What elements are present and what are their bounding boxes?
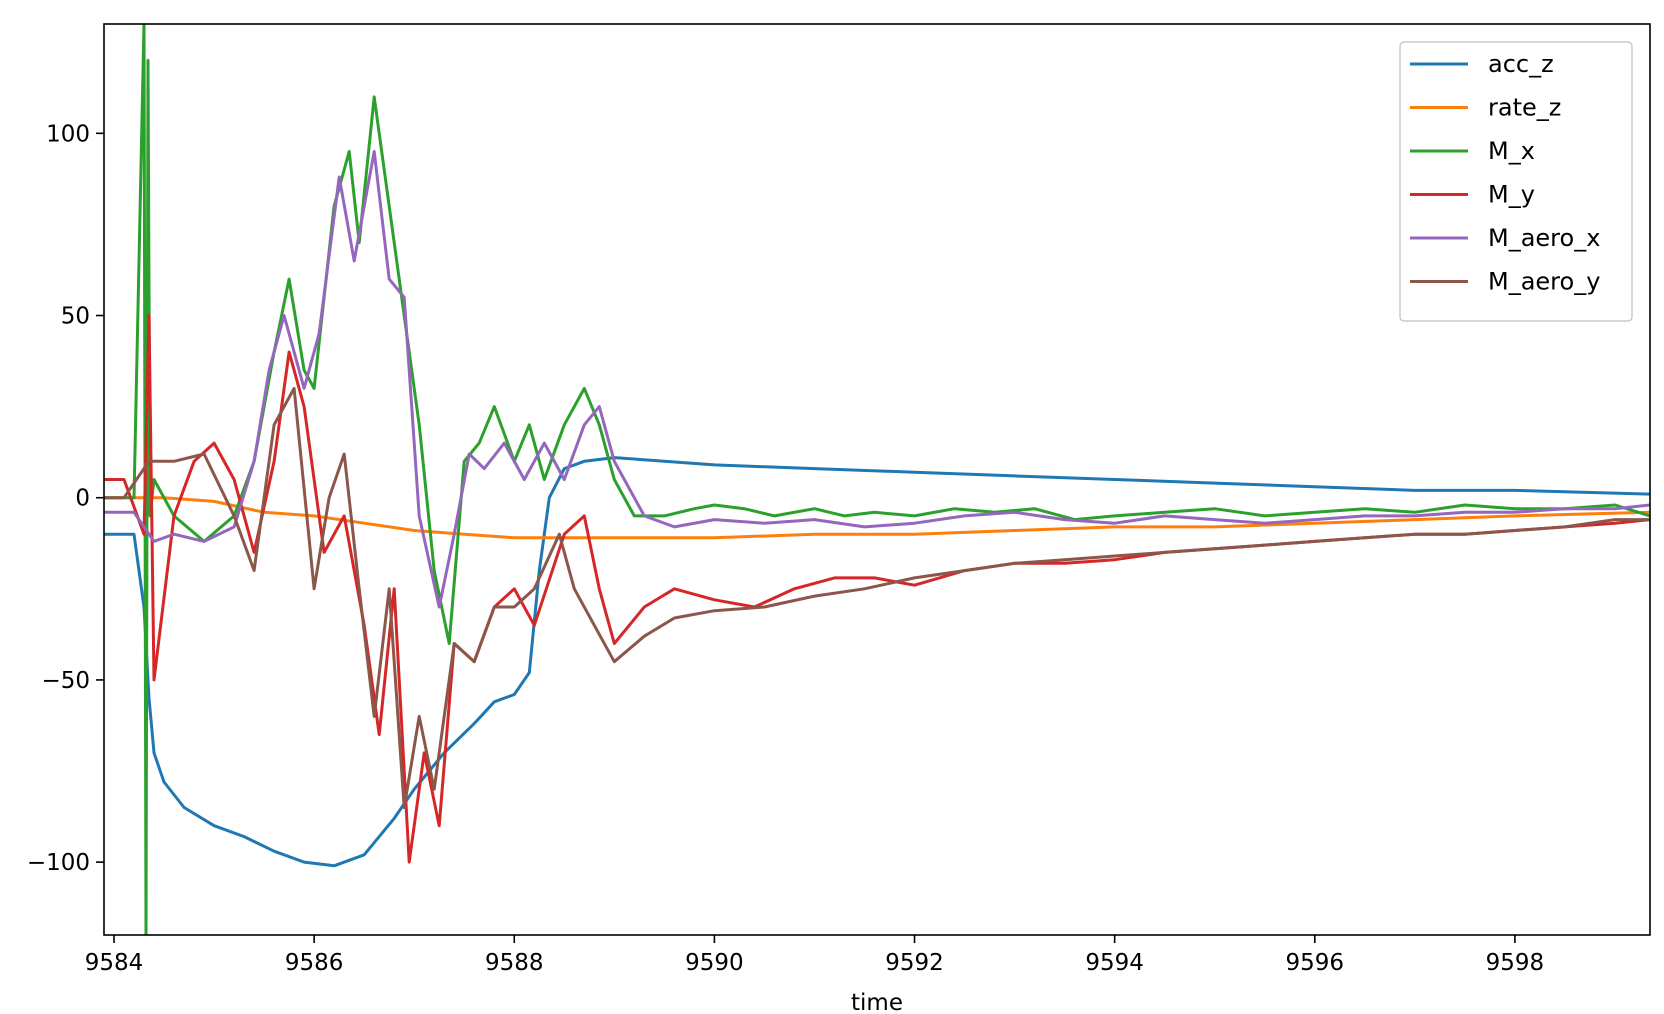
legend-label-M_x: M_x	[1488, 137, 1535, 165]
x-tick-label: 9584	[85, 950, 144, 976]
y-tick-label: −50	[41, 668, 90, 694]
series-line-M_aero_x	[104, 150, 1650, 609]
x-tick-label: 9596	[1286, 950, 1345, 976]
x-tick-label: 9598	[1486, 950, 1545, 976]
axis-ticks: 9584 9586 9588 9590 9592 9594 9596 9598 −100 −50 0…	[27, 121, 1544, 976]
series-line-acc_z	[104, 456, 1650, 868]
y-tick-label: 50	[61, 304, 90, 330]
x-tick-label: 9592	[885, 950, 944, 976]
legend-label-acc_z: acc_z	[1488, 50, 1554, 78]
series-line-M_aero_y	[104, 386, 1650, 809]
x-tick-label: 9590	[685, 950, 744, 976]
x-tick-label: 9588	[485, 950, 544, 976]
y-tick-label: 0	[75, 486, 90, 512]
y-tick-label: −100	[27, 850, 90, 876]
x-tick-label: 9594	[1085, 950, 1144, 976]
legend-box	[1399, 41, 1633, 322]
legend-label-rate_z: rate_z	[1488, 94, 1561, 122]
y-tick-label: 100	[46, 121, 90, 147]
legend: acc_z rate_z M_x M_y M_aero_x M_aero_y	[1399, 41, 1633, 322]
plot-frame	[103, 23, 1651, 936]
series-line-rate_z	[104, 496, 1650, 540]
legend-label-M_y: M_y	[1488, 181, 1535, 209]
x-axis-title: time	[851, 990, 903, 1014]
series-layer	[104, 24, 1650, 935]
legend-label-M_aero_x: M_aero_x	[1488, 224, 1600, 252]
legend-label-M_aero_y: M_aero_y	[1488, 268, 1600, 296]
x-tick-label: 9586	[285, 950, 344, 976]
